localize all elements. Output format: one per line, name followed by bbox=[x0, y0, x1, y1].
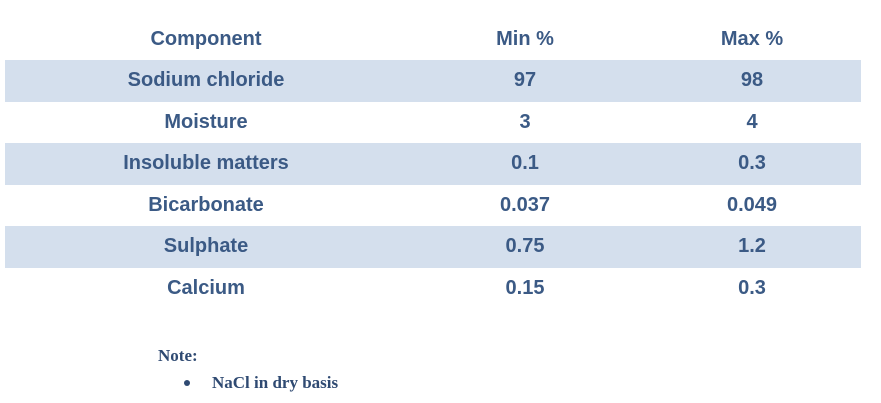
min-value: 97 bbox=[513, 69, 537, 92]
bullet-icon bbox=[184, 380, 190, 386]
table-row: Moisture 3 4 bbox=[5, 102, 861, 144]
component-name: Moisture bbox=[164, 110, 248, 133]
component-name: Calcium bbox=[167, 276, 245, 299]
note-list-item: NaCl in dry basis bbox=[184, 373, 338, 393]
note-item-text: NaCl in dry basis bbox=[212, 373, 339, 392]
table-row: Insoluble matters 0.1 0.3 bbox=[5, 143, 861, 185]
composition-table: Component Min % Max % Sodium chloride 97… bbox=[5, 18, 861, 309]
component-name: Insoluble matters bbox=[123, 152, 289, 175]
max-value: 0.3 bbox=[738, 276, 766, 299]
table-row: Calcium 0.15 0.3 bbox=[5, 268, 861, 310]
component-name: Bicarbonate bbox=[148, 193, 264, 216]
table-row: Bicarbonate 0.037 0.049 bbox=[5, 185, 861, 227]
component-name: Sodium chloride bbox=[127, 69, 285, 92]
max-value: 0.3 bbox=[738, 152, 766, 175]
max-value: 0.049 bbox=[726, 193, 778, 216]
table-header-row: Component Min % Max % bbox=[5, 18, 861, 60]
max-value: 1.2 bbox=[738, 235, 766, 258]
min-value: 0.75 bbox=[505, 235, 545, 258]
table-row: Sulphate 0.75 1.2 bbox=[5, 226, 861, 268]
min-value: 0.1 bbox=[511, 152, 539, 175]
max-value: 98 bbox=[740, 69, 764, 92]
component-name: Sulphate bbox=[163, 235, 249, 258]
header-component: Component bbox=[150, 27, 262, 50]
min-value: 0.15 bbox=[505, 276, 545, 299]
min-value: 0.037 bbox=[499, 193, 551, 216]
table-row: Sodium chloride 97 98 bbox=[5, 60, 861, 102]
note-label: Note: bbox=[158, 346, 198, 365]
min-value: 3 bbox=[519, 110, 531, 133]
header-min-percent: Min % bbox=[496, 27, 554, 50]
header-max-percent: Max % bbox=[720, 27, 784, 50]
max-value: 4 bbox=[746, 110, 758, 133]
